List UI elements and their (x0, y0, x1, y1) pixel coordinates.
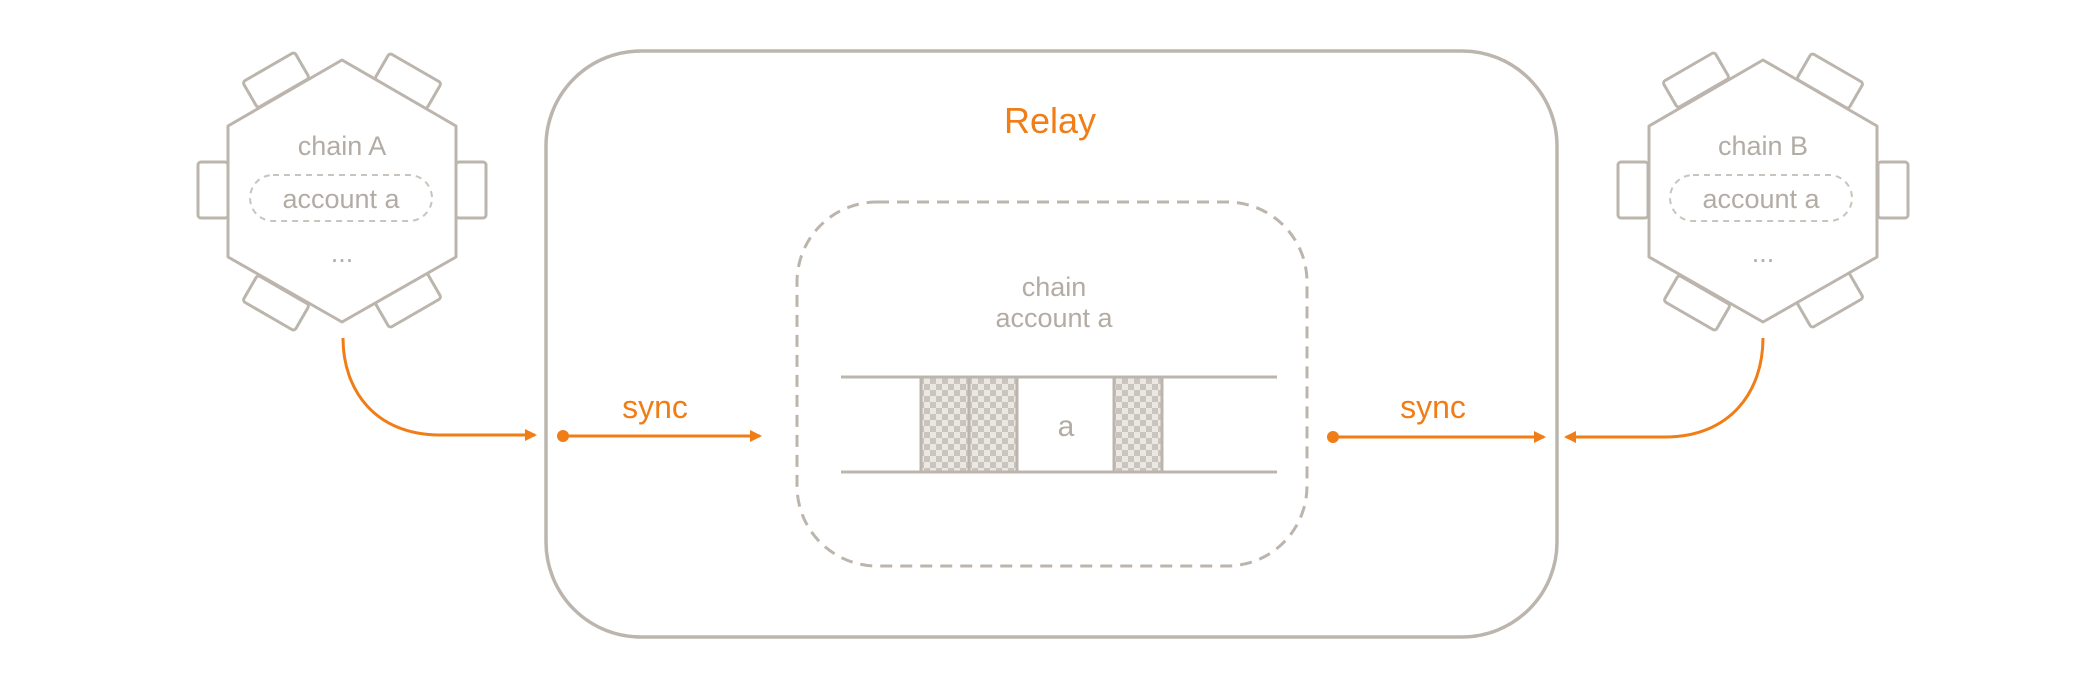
chain-a-account-label: account a (282, 184, 400, 214)
chain-b-to-relay-arrow (1566, 338, 1763, 437)
chain-b-title: chain B (1718, 131, 1808, 161)
ledger-cell-2 (969, 377, 1017, 472)
inner-chain-line1: chain (1022, 272, 1087, 302)
inner-chain-line2: account a (995, 303, 1113, 333)
chain-b-ellipsis: ... (1752, 238, 1775, 268)
ledger-strip: a (841, 377, 1277, 472)
chain-a-ellipsis: ... (331, 238, 354, 268)
chain-a-node: chain A account a ... (198, 52, 486, 331)
sync-left-label: sync (622, 389, 688, 425)
chain-b-account-label: account a (1702, 184, 1820, 214)
ledger-cell-label: a (1058, 410, 1075, 443)
chain-b-node: chain B account a ... (1618, 52, 1908, 331)
ledger-cell-1 (921, 377, 969, 472)
chain-a-title: chain A (298, 131, 387, 161)
ledger-cell-4 (1114, 377, 1162, 472)
relay-title: Relay (1004, 100, 1096, 141)
sync-right-label: sync (1400, 389, 1466, 425)
chain-a-to-relay-arrow (343, 338, 535, 435)
